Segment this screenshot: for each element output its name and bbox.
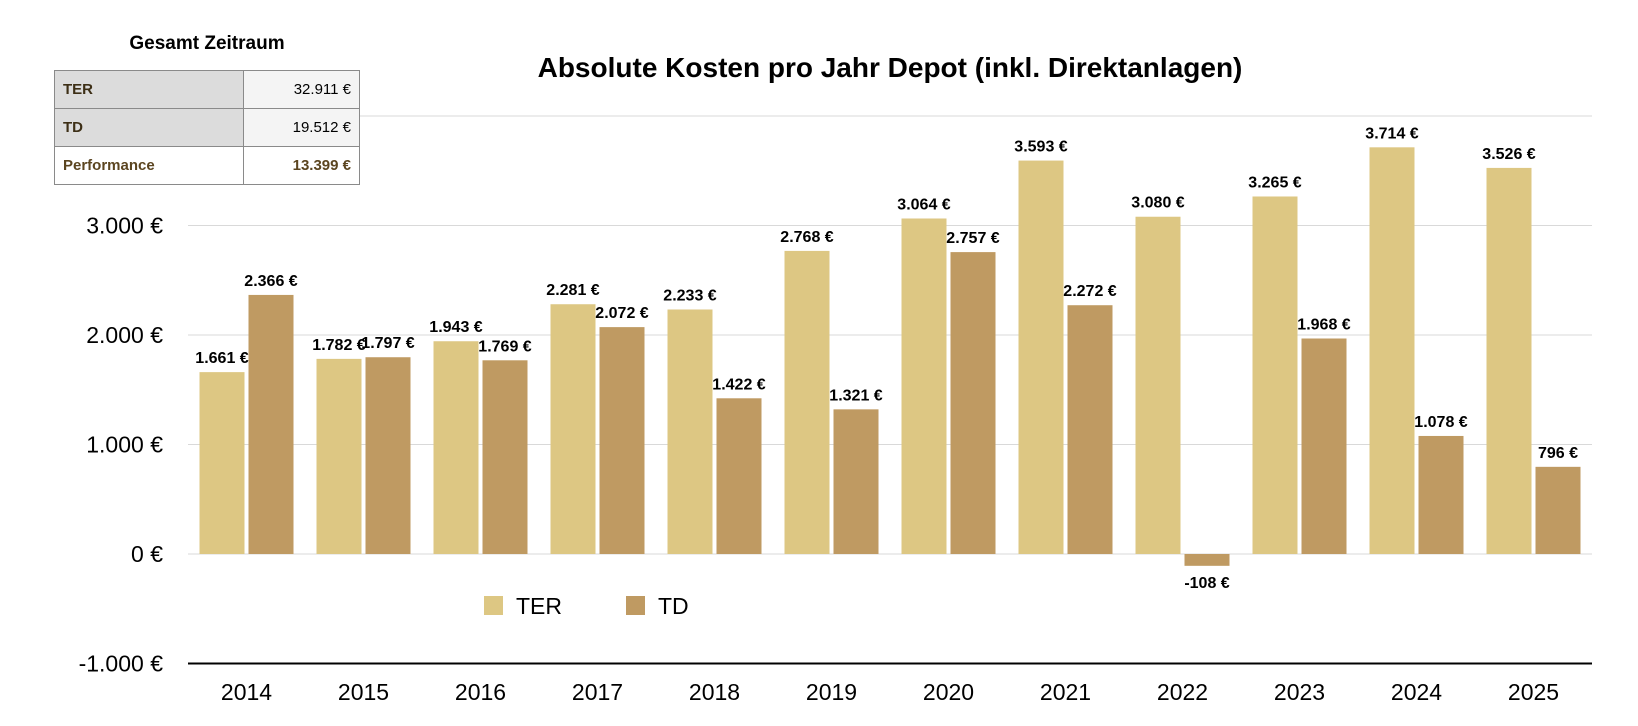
grid-lines (188, 115, 1592, 665)
data-label-td: 2.366 € (244, 273, 297, 290)
summary-row-performance: Performance 13.399 € (54, 146, 360, 185)
y-tick-label: 0 € (131, 541, 163, 567)
data-label-ter: 3.080 € (1131, 195, 1184, 212)
legend-label-ter: TER (516, 593, 562, 619)
summary-label: Performance (54, 146, 244, 185)
data-label-ter: 2.281 € (546, 282, 599, 299)
summary-table: TER 32.911 € TD 19.512 € Performance 13.… (54, 70, 360, 185)
summary-value: 13.399 € (243, 146, 360, 185)
bar-ter (1135, 216, 1181, 555)
summary-label: TER (54, 70, 244, 109)
data-label-ter: 1.782 € (312, 337, 365, 354)
bar-td (1418, 435, 1464, 554)
summary-value: 19.512 € (243, 108, 360, 147)
data-label-ter: 1.661 € (195, 350, 248, 367)
x-tick-label: 2016 (455, 679, 506, 705)
y-tick-label: -1.000 € (79, 651, 164, 677)
x-axis-ticks: 2014 2015 2016 2017 2018 2019 2020 2021 2022 2023… (221, 679, 1559, 705)
y-axis-ticks: -1.000 € 0 € 1.000 € 2.000 € 3.000 € (79, 213, 164, 677)
legend-swatch-td (626, 596, 645, 615)
x-tick-label: 2021 (1040, 679, 1091, 705)
summary-value: 32.911 € (243, 70, 360, 109)
x-tick-label: 2015 (338, 679, 389, 705)
x-tick-label: 2025 (1508, 679, 1559, 705)
legend-label-td: TD (658, 593, 689, 619)
bar-ter (1018, 160, 1064, 554)
legend-swatch-ter (484, 596, 503, 615)
summary-label: TD (54, 108, 244, 147)
bar-td (248, 294, 294, 554)
data-label-ter: 3.714 € (1365, 125, 1418, 142)
data-label-td: 1.422 € (712, 376, 765, 393)
data-label-td: 1.078 € (1414, 414, 1467, 431)
bar-ter (433, 341, 479, 554)
data-label-ter: 2.768 € (780, 229, 833, 246)
y-tick-label: 2.000 € (86, 322, 163, 348)
data-label-ter: 2.233 € (663, 287, 716, 304)
bar-td (833, 409, 879, 554)
bar-td (950, 252, 996, 554)
data-label-ter: 3.526 € (1482, 146, 1535, 163)
data-label-td: 796 € (1538, 445, 1578, 462)
data-labels: 1.661 € 2.366 € 1.782 €1.797 € 1.943 € 1.769… (195, 125, 1578, 592)
data-label-td: 2.072 € (595, 305, 648, 322)
bar-td (599, 327, 645, 554)
bar-ter (667, 309, 713, 554)
bar-td (1067, 305, 1113, 554)
y-tick-label: 3.000 € (86, 213, 163, 239)
bar-ter (1369, 147, 1415, 554)
data-label-td: 2.757 € (946, 230, 999, 247)
data-label-ter: 1.943 € (429, 319, 482, 336)
summary-caption: Gesamt Zeitraum (129, 33, 285, 54)
bar-td (1301, 338, 1347, 554)
bar-ter (784, 250, 830, 555)
summary-row-ter: TER 32.911 € (54, 70, 360, 109)
bar-td (716, 398, 762, 554)
chart-title: Absolute Kosten pro Jahr Depot (inkl. Di… (538, 52, 1243, 83)
y-tick-label: 1.000 € (86, 432, 163, 458)
bar-ter (199, 372, 245, 554)
bar-ter (1252, 196, 1298, 555)
bars (199, 147, 1581, 566)
x-tick-label: 2023 (1274, 679, 1325, 705)
summary-row-td: TD 19.512 € (54, 108, 360, 147)
bar-td (1535, 466, 1581, 554)
data-label-td: -108 € (1184, 575, 1229, 592)
data-label-ter: 3.593 € (1014, 139, 1067, 156)
data-label-td: 1.321 € (829, 387, 882, 404)
x-tick-label: 2014 (221, 679, 272, 705)
data-label-td: 2.272 € (1063, 283, 1116, 300)
bar-ter (550, 304, 596, 554)
bar-td (1184, 554, 1230, 566)
x-tick-label: 2019 (806, 679, 857, 705)
data-label-ter: 3.265 € (1248, 174, 1301, 191)
bar-ter (901, 218, 947, 554)
bar-td (482, 360, 528, 554)
x-tick-label: 2018 (689, 679, 740, 705)
bar-td (365, 357, 411, 554)
data-label-td: 1.797 € (361, 335, 414, 352)
data-label-td: 1.769 € (478, 338, 531, 355)
bar-ter (316, 358, 362, 554)
x-tick-label: 2022 (1157, 679, 1208, 705)
x-tick-label: 2020 (923, 679, 974, 705)
legend: TER TD (484, 593, 689, 619)
x-tick-label: 2024 (1391, 679, 1442, 705)
bar-ter (1486, 167, 1532, 554)
data-label-td: 1.968 € (1297, 317, 1350, 334)
data-label-ter: 3.064 € (897, 196, 950, 213)
x-tick-label: 2017 (572, 679, 623, 705)
